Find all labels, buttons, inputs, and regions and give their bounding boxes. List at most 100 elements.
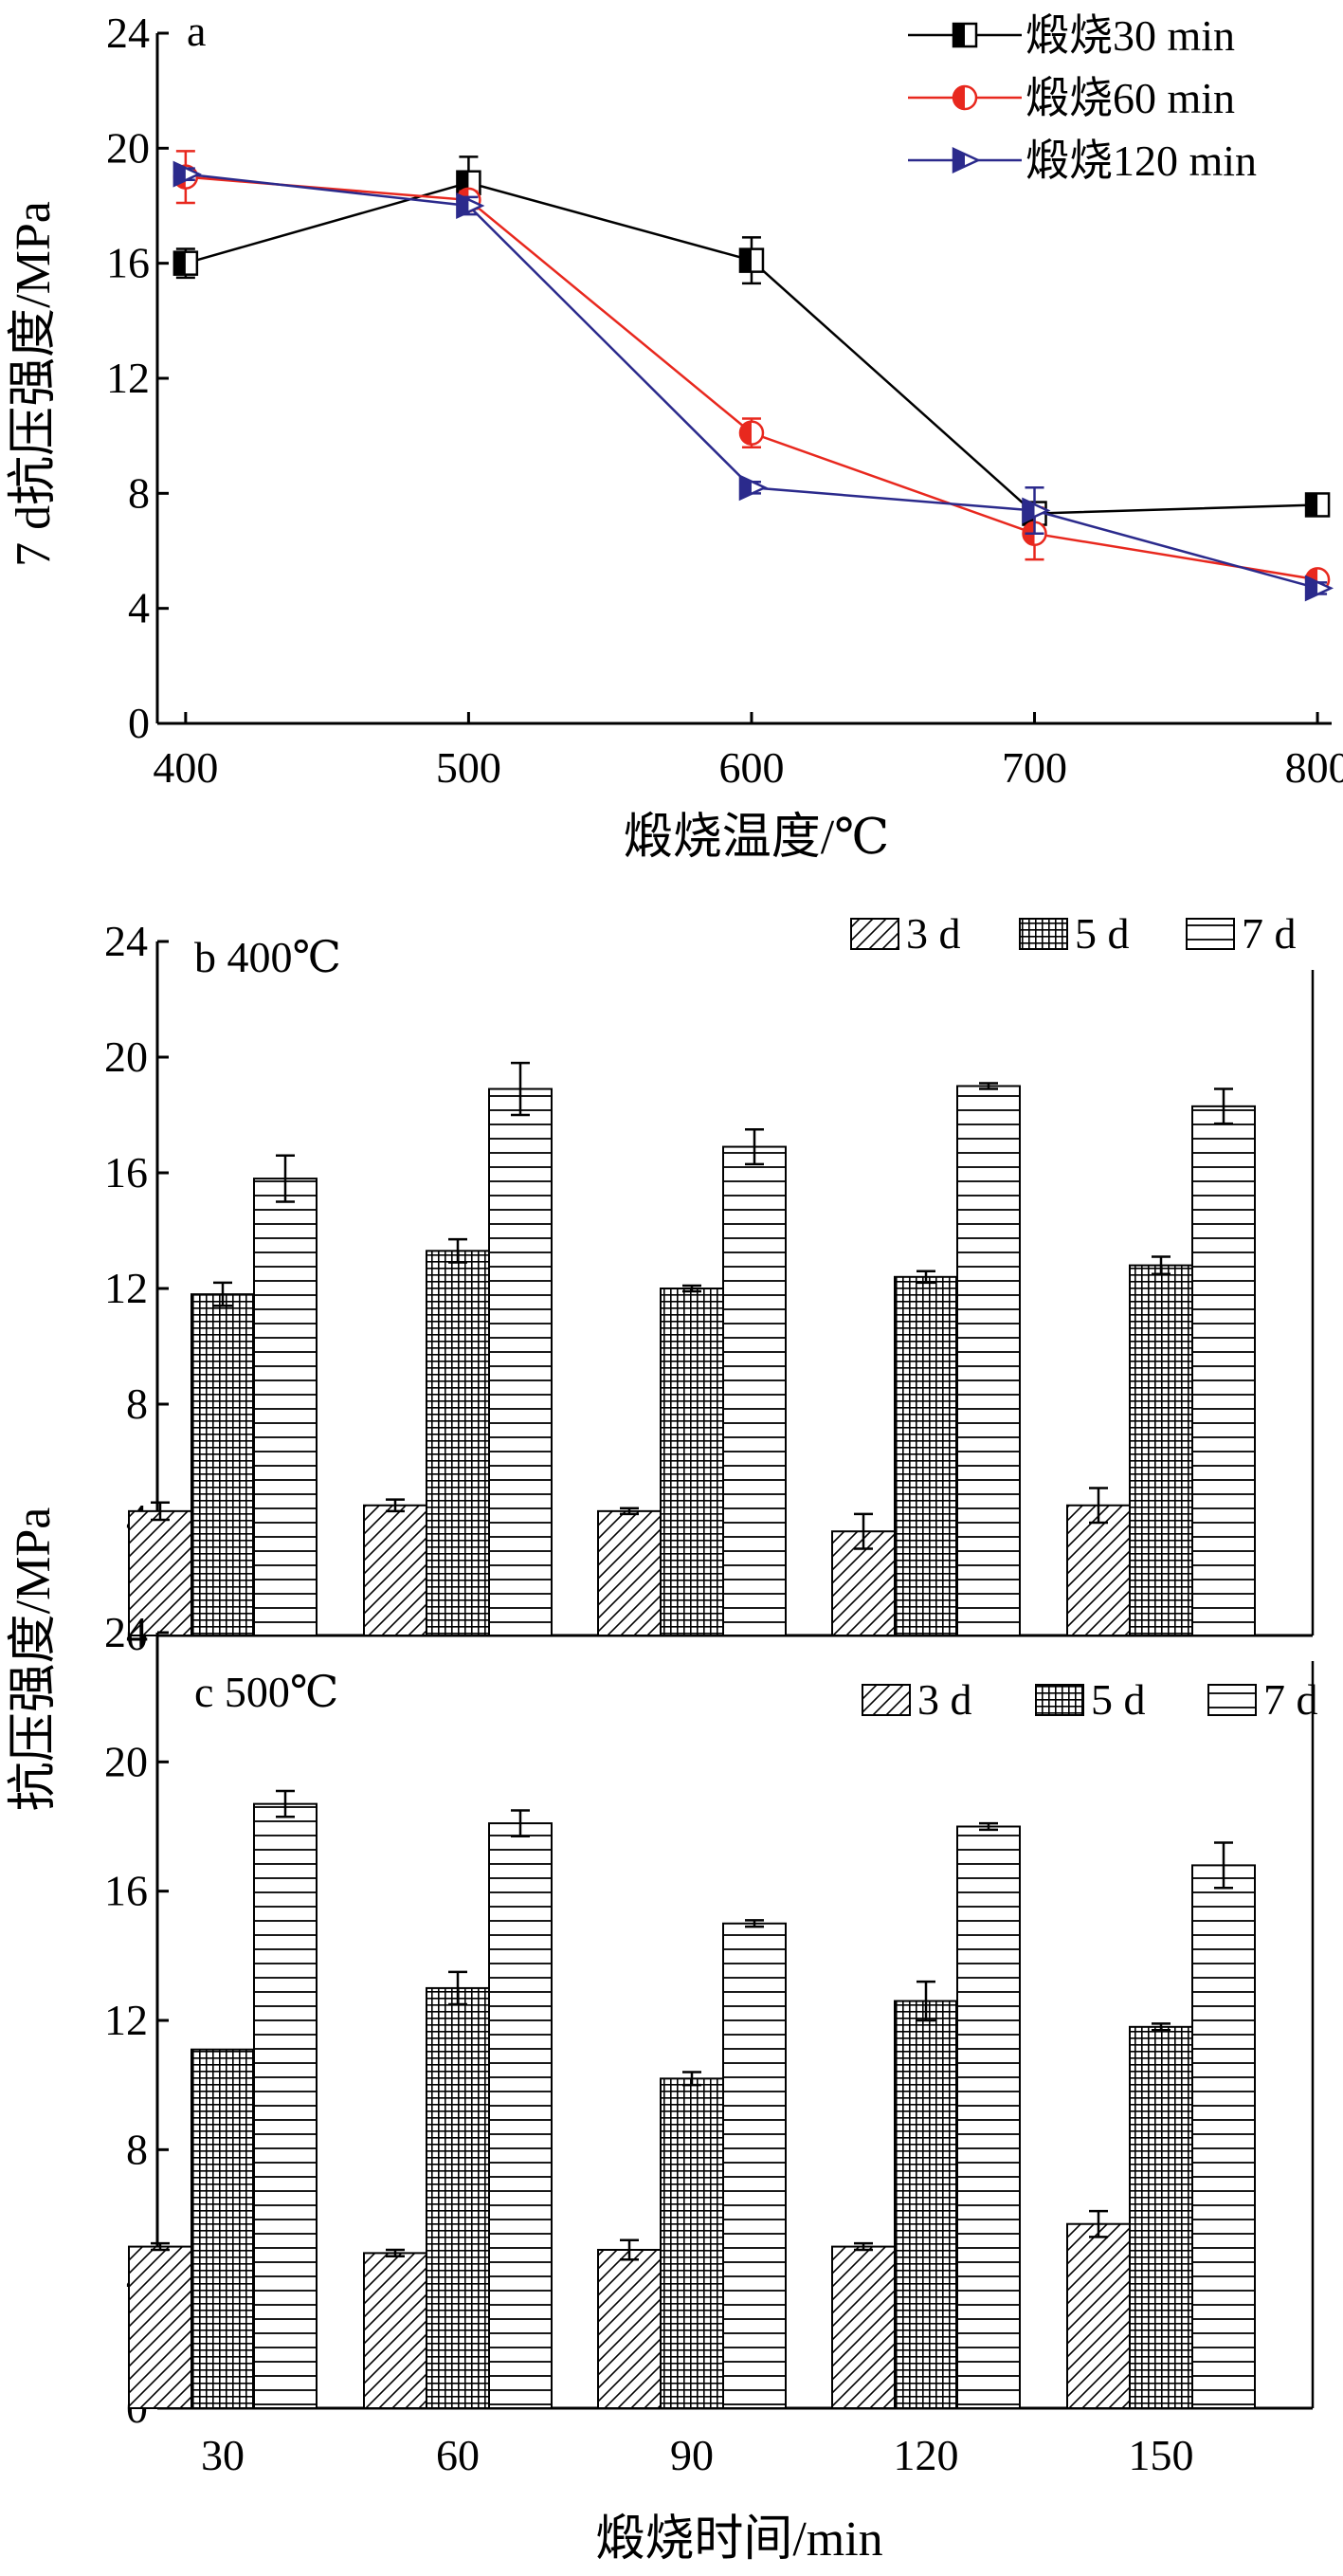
marker-circle-fill <box>739 421 752 445</box>
marker-square-fill <box>953 24 965 46</box>
panel-c-error-bar <box>448 1970 467 2006</box>
panel-c-bar <box>894 2000 958 2410</box>
panel-c-x-tick-label: 30 <box>201 2431 245 2479</box>
panel-a-data-point <box>1304 492 1331 518</box>
panel-c-bar <box>660 2077 724 2410</box>
panel-b-bar <box>956 1085 1021 1636</box>
panel-a-legend-item: 煅烧60 min <box>908 74 1235 122</box>
panel-a-series-line <box>185 181 1318 515</box>
panel-b-bar <box>894 1275 958 1637</box>
panel-a-data-point <box>1304 575 1334 602</box>
panel-c-error-bar <box>917 1980 935 2022</box>
panel-b-error-bar <box>276 1154 295 1203</box>
panel-c-xlabel: 煅烧时间/min <box>595 2512 882 2567</box>
panel-a-legend-label: 煅烧30 min <box>1025 11 1235 60</box>
marker-triangle-fill <box>953 149 965 172</box>
panel-c-legend-item: 5 d <box>1035 1675 1146 1724</box>
panel-c-y-tick-label: 8 <box>126 2125 148 2173</box>
panel-c-bar <box>722 1922 787 2409</box>
panel-c-x-tick-label: 150 <box>1129 2431 1194 2479</box>
panel-a-data-point <box>172 160 202 188</box>
marker-triangle-fill <box>457 194 469 217</box>
panel-a-data-point <box>456 192 485 219</box>
panel-c-bar <box>253 1802 318 2410</box>
panel-a-legend: 煅烧30 min 煅烧60 min 煅烧120 min <box>908 11 1257 185</box>
panel-c-legend-label: 5 d <box>1091 1675 1146 1724</box>
panel-c-bar <box>1066 2222 1131 2410</box>
panel-b-legend-label: 7 d <box>1242 909 1297 958</box>
panel-c-y-tick-label: 20 <box>104 1737 148 1785</box>
panel-b-error-bar <box>854 1512 873 1550</box>
panel-b-bar <box>191 1293 255 1636</box>
panel-b-bar <box>597 1509 662 1636</box>
panel-b-error-bar <box>151 1501 170 1522</box>
panel-b-bar <box>488 1087 553 1637</box>
marker-triangle-fill <box>739 476 752 500</box>
panel-c-bar <box>1129 2025 1193 2409</box>
panel-c-x-tick-label: 120 <box>894 2431 959 2479</box>
panel-b-error-bar <box>1089 1487 1108 1525</box>
panel-a-x-tick-label: 700 <box>1002 743 1067 792</box>
panel-c-error-bar <box>511 1809 530 1837</box>
panel-b-error-bar <box>682 1284 701 1293</box>
legend-swatch <box>1035 1684 1084 1716</box>
panel-c-error-bar <box>1214 1841 1233 1890</box>
panel-c-bar <box>488 1822 553 2409</box>
panel-b-bar <box>1191 1105 1256 1636</box>
panel-b-y-tick-label: 12 <box>104 1264 148 1312</box>
panel-b-bar <box>1129 1264 1193 1636</box>
panel-a-y-tick-label: 4 <box>128 584 150 632</box>
panel-c-error-bar <box>620 2238 639 2261</box>
panel-b-label: b 400℃ <box>194 933 341 981</box>
panel-c-legend-item: 3 d <box>862 1675 972 1724</box>
panel-b-error-bar <box>448 1237 467 1264</box>
panel-b-y-tick-label: 16 <box>104 1148 148 1197</box>
panel-b-y-tick-label: 20 <box>104 1032 148 1081</box>
panel-a-legend-item: 煅烧120 min <box>908 137 1257 185</box>
panel-a-data-point <box>172 250 199 276</box>
panel-c-y-tick-label: 12 <box>104 1996 148 2044</box>
panel-c-label: c 500℃ <box>194 1668 338 1716</box>
panel-c-bar <box>363 2252 427 2409</box>
panel-a-y-tick-label: 8 <box>128 468 150 517</box>
panel-b-bar <box>363 1504 427 1636</box>
panel-b-bar <box>660 1288 724 1636</box>
panel-b-legend-label: 5 d <box>1075 909 1130 958</box>
marker-square-fill <box>173 251 186 275</box>
legend-swatch <box>1186 918 1235 950</box>
panel-a-legend-item: 煅烧30 min <box>908 11 1235 60</box>
panel-a-legend-label: 煅烧120 min <box>1025 137 1257 185</box>
panel-a-series-3 <box>172 160 1334 602</box>
panel-b-legend-item: 5 d <box>1019 909 1130 958</box>
marker-square-fill <box>1306 493 1318 517</box>
panel-b-error-bar <box>979 1082 998 1090</box>
legend-swatch <box>1019 918 1068 950</box>
panel-c-error-bar <box>386 2248 405 2258</box>
panel-a-x-tick-label: 800 <box>1285 743 1343 792</box>
panel-c-bar <box>831 2245 896 2409</box>
panel-c-legend-item: 7 d <box>1207 1675 1318 1724</box>
panel-b-error-bar <box>1152 1255 1171 1275</box>
legend-swatch <box>1207 1684 1257 1716</box>
panel-c-bar <box>191 2048 255 2410</box>
panel-a-y-tick-label: 16 <box>106 239 150 287</box>
panel-c-bars <box>128 1789 1256 2410</box>
marker-triangle-fill <box>1306 576 1318 600</box>
panel-c-bar <box>128 2245 192 2409</box>
legend-swatch <box>862 1684 911 1716</box>
panel-b-bar <box>722 1145 787 1637</box>
panel-b-y-tick-label: 8 <box>126 1379 148 1428</box>
panel-b-legend-item: 7 d <box>1186 909 1297 958</box>
panel-b-bar <box>426 1250 490 1636</box>
panel-a-data-point <box>1022 497 1051 524</box>
panel-c-bar <box>597 2248 662 2410</box>
panel-c-error-bar <box>979 1821 998 1832</box>
panel-b-bar <box>253 1178 318 1636</box>
panel-b-legend-item: 3 d <box>850 909 961 958</box>
panel-c-legend: 3 d 5 d 7 d <box>862 1675 1318 1724</box>
panel-a-data-point <box>738 420 765 446</box>
panel-a-data-point <box>738 247 765 273</box>
panel-a-label: a <box>187 7 206 55</box>
shared-ylabel: 抗压强度/MPa <box>7 1507 61 1812</box>
